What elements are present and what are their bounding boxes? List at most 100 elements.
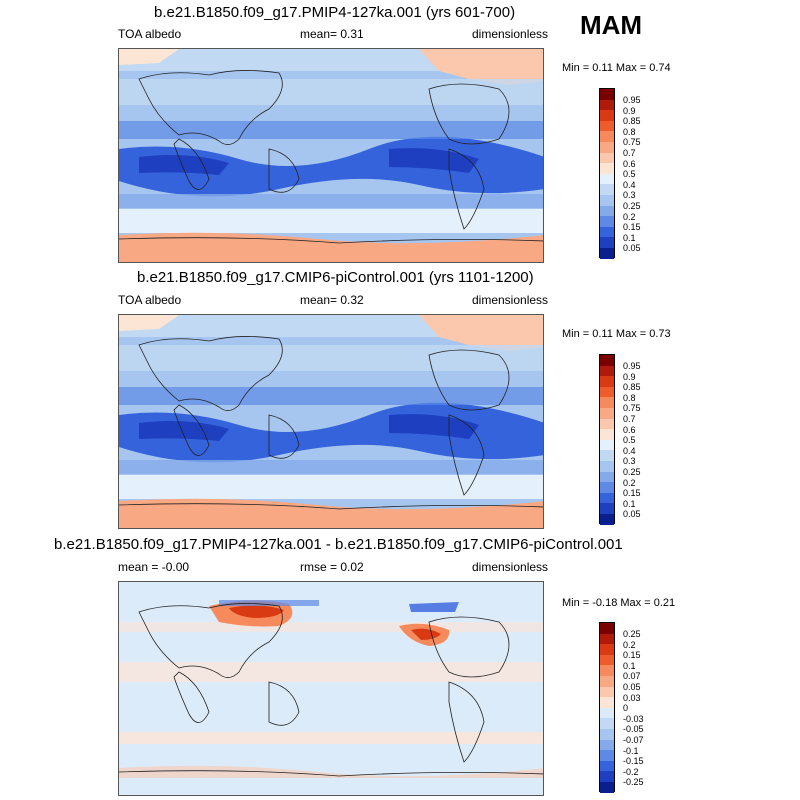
colorbar-3-label: -0.07 (623, 735, 644, 745)
colorbar-1-label: 0.6 (623, 158, 636, 169)
panel-1-colorbar (599, 88, 615, 259)
colorbar-3-label: -0.1 (623, 745, 639, 756)
colorbar-2-swatch (600, 460, 614, 472)
colorbar-1-swatch (600, 131, 614, 142)
colorbar-2-swatch (600, 471, 614, 483)
colorbar-1-swatch (600, 216, 614, 227)
colorbar-3-swatch (600, 623, 614, 634)
colorbar-1-label: 0.25 (623, 201, 641, 211)
panel-3-mean: mean = -0.00 (118, 560, 190, 574)
panel-2-variable: TOA albedo (118, 293, 182, 307)
colorbar-3-swatch (600, 675, 614, 687)
colorbar-1-swatch (600, 184, 614, 195)
colorbar-2-swatch (600, 376, 614, 387)
colorbar-2-swatch (600, 386, 614, 398)
colorbar-2-label: 0.25 (623, 467, 641, 477)
colorbar-2-swatch (600, 492, 614, 504)
colorbar-2-swatch (600, 439, 614, 451)
colorbar-3-swatch (600, 771, 614, 782)
colorbar-1-label: 0.1 (623, 232, 636, 243)
colorbar-3-swatch (600, 781, 614, 793)
colorbar-3-swatch (600, 644, 614, 655)
colorbar-2-label: 0.05 (623, 509, 641, 520)
colorbar-3-label: 0.25 (623, 629, 641, 639)
colorbar-2-label: 0.4 (623, 445, 636, 456)
colorbar-1-label: 0.4 (623, 179, 636, 190)
colorbar-3-swatch (600, 760, 614, 772)
panel-3-map (118, 581, 544, 796)
panel-2-units: dimensionless (472, 293, 549, 307)
season-label: MAM (580, 10, 643, 40)
colorbar-3-label: 0 (623, 703, 629, 714)
colorbar-1-swatch (600, 152, 614, 164)
colorbar-1-label: 0.2 (623, 211, 636, 222)
colorbar-1-swatch (600, 226, 614, 238)
colorbar-1-swatch (600, 194, 614, 206)
panel-1-variable: TOA albedo (118, 27, 182, 41)
panel-2-map (118, 314, 544, 529)
colorbar-1-label: 0.05 (623, 243, 641, 254)
colorbar-2-label: 0.5 (623, 435, 636, 446)
panel-1-minmax: Min = 0.11 Max = 0.74 (562, 62, 671, 74)
panel-1-mean: mean= 0.31 (300, 27, 364, 41)
colorbar-2-label: 0.85 (623, 382, 641, 393)
colorbar-2-swatch (600, 482, 614, 493)
panel-2-title: b.e21.B1850.f09_g17.CMIP6-piControl.001 … (137, 269, 534, 286)
colorbar-3-swatch (600, 665, 614, 676)
colorbar-2-swatch (600, 450, 614, 461)
colorbar-1-label: 0.5 (623, 169, 636, 180)
panel-1-title: b.e21.B1850.f09_g17.PMIP4-127ka.001 (yrs… (154, 4, 516, 21)
colorbar-1-label: 0.9 (623, 105, 636, 116)
colorbar-2-label: 0.9 (623, 371, 636, 382)
colorbar-1-swatch (600, 99, 614, 111)
colorbar-3-label: -0.15 (623, 756, 644, 767)
colorbar-2-swatch (600, 365, 614, 377)
colorbar-1-label: 0.75 (623, 137, 641, 148)
panel-3-minmax: Min = -0.18 Max = 0.21 (562, 597, 676, 609)
colorbar-3-label: 0.1 (623, 660, 636, 671)
colorbar-2-label: 0.2 (623, 477, 636, 488)
colorbar-3-label: 0.03 (623, 692, 641, 703)
colorbar-2-label: 0.7 (623, 414, 636, 424)
colorbar-2-label: 0.6 (623, 424, 636, 435)
colorbar-1-swatch (600, 237, 614, 248)
colorbar-3-label: 0.15 (623, 650, 641, 661)
colorbar-1-label: 0.95 (623, 95, 641, 105)
colorbar-1-swatch (600, 120, 614, 132)
colorbar-3-label: 0.07 (623, 671, 641, 682)
colorbar-2-label: 0.95 (623, 361, 641, 371)
colorbar-1-label: 0.3 (623, 190, 636, 201)
colorbar-2-swatch (600, 513, 614, 525)
colorbar-3-label: 0.05 (623, 682, 641, 692)
colorbar-3-swatch (600, 633, 614, 645)
colorbar-1-swatch (600, 173, 614, 185)
colorbar-3-swatch (600, 707, 614, 719)
colorbar-2-swatch (600, 397, 614, 408)
colorbar-3-swatch (600, 654, 614, 666)
colorbar-1-swatch (600, 205, 614, 217)
panel-3-units: dimensionless (472, 560, 549, 574)
panel-2-colorbar (599, 354, 615, 525)
colorbar-3-swatch (600, 686, 614, 698)
colorbar-3-label: -0.25 (623, 777, 644, 788)
colorbar-2-label: 0.8 (623, 392, 636, 403)
colorbar-3-label: 0.2 (623, 639, 636, 650)
panel-2-minmax: Min = 0.11 Max = 0.73 (562, 328, 671, 340)
colorbar-1-swatch (600, 247, 614, 259)
colorbar-1-label: 0.15 (623, 222, 641, 233)
panel-3-title: b.e21.B1850.f09_g17.PMIP4-127ka.001 - b.… (54, 536, 623, 553)
panel-3-rmse: rmse = 0.02 (300, 560, 364, 574)
colorbar-3-label: -0.03 (623, 713, 644, 724)
colorbar-2-swatch (600, 429, 614, 440)
colorbar-1-swatch (600, 141, 614, 153)
colorbar-3-label: -0.2 (623, 766, 639, 777)
colorbar-2-swatch (600, 355, 614, 366)
colorbar-3-label: -0.05 (623, 724, 644, 735)
colorbar-2-label: 0.15 (623, 488, 641, 499)
colorbar-1-swatch (600, 110, 614, 121)
panel-2-mean: mean= 0.32 (300, 293, 364, 307)
colorbar-2-label: 0.75 (623, 403, 641, 414)
colorbar-1-swatch (600, 89, 614, 100)
colorbar-2-swatch (600, 407, 614, 419)
colorbar-3-swatch (600, 739, 614, 751)
